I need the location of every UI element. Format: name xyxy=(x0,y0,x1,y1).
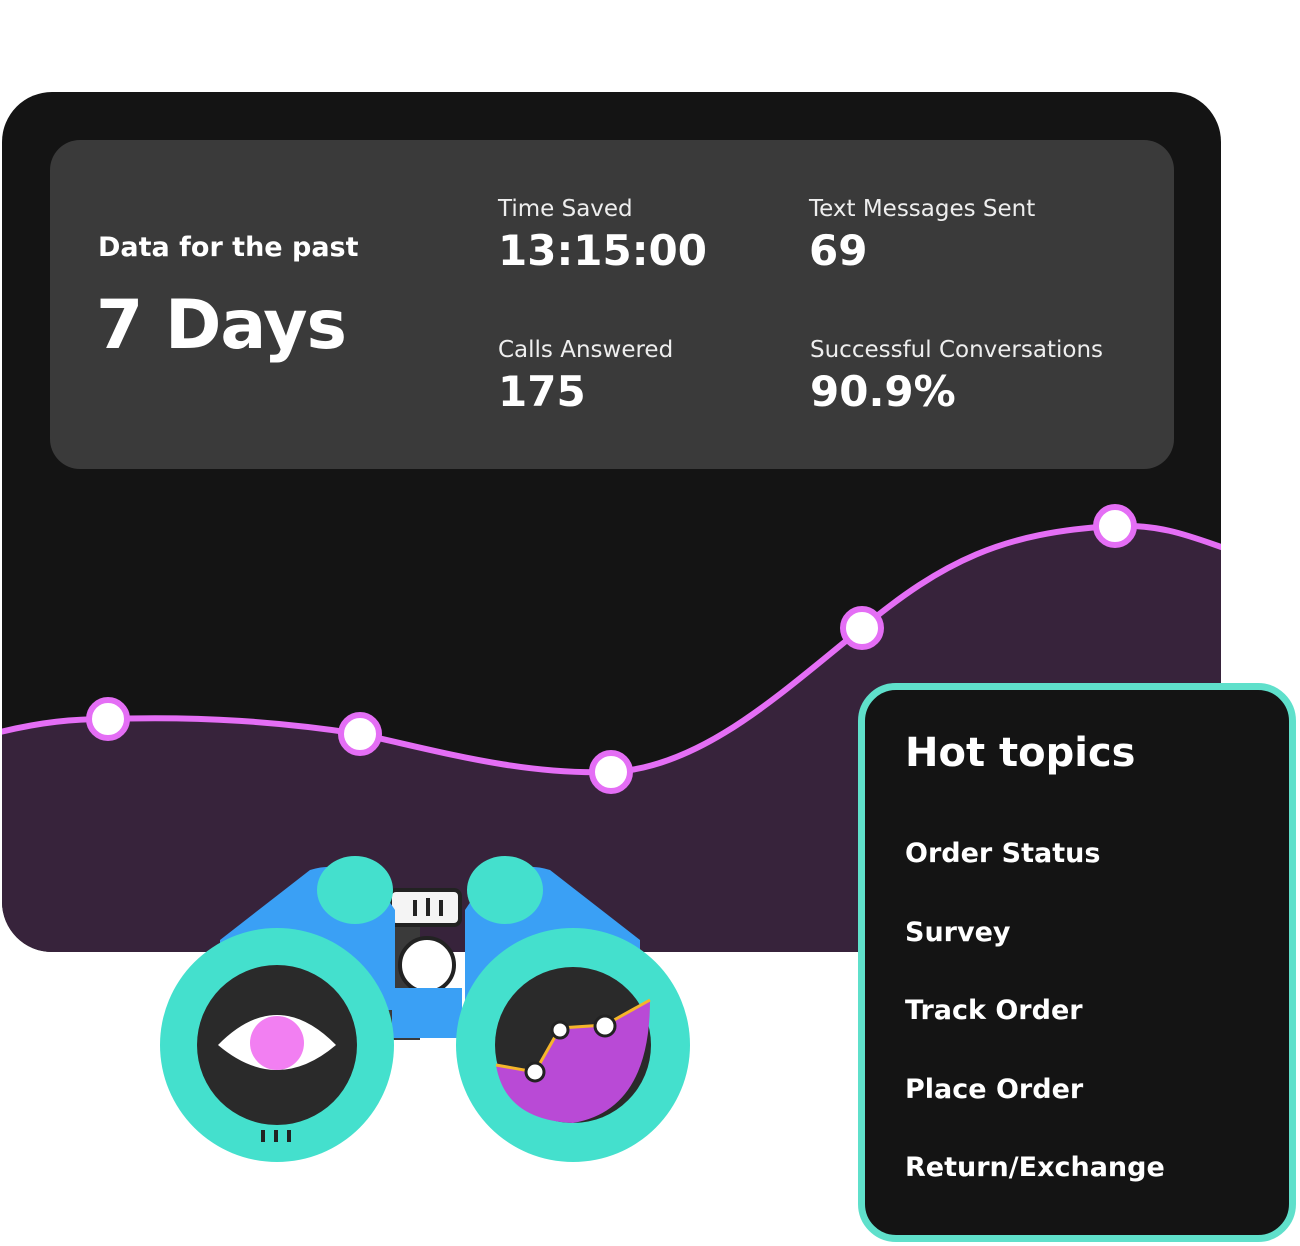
topic-item[interactable]: Return/Exchange xyxy=(905,1152,1165,1183)
hot-topics-panel: Hot topics Order Status Survey Track Ord… xyxy=(858,683,1296,1242)
hot-topics-title: Hot topics xyxy=(905,730,1136,776)
stat-value: 175 xyxy=(498,367,586,416)
topic-item[interactable]: Place Order xyxy=(905,1074,1084,1105)
trend-point xyxy=(589,750,633,794)
stat-time-saved: Time Saved 13:15:00 xyxy=(498,196,707,275)
stat-label: Calls Answered xyxy=(498,337,674,363)
stat-calls-answered: Calls Answered 175 xyxy=(498,337,673,416)
trend-point xyxy=(1093,504,1137,548)
topic-item[interactable]: Order Status xyxy=(905,838,1101,869)
trend-point xyxy=(840,606,884,650)
stat-texts-sent: Text Messages Sent 69 xyxy=(809,196,1035,275)
stats-panel: Data for the past 7 Days Time Saved 13:1… xyxy=(50,140,1174,469)
stat-label: Successful Conversations xyxy=(810,337,1104,363)
dashboard-card: Data for the past 7 Days Time Saved 13:1… xyxy=(2,92,1221,952)
topic-item[interactable]: Track Order xyxy=(905,995,1083,1026)
stat-label: Text Messages Sent xyxy=(809,196,1036,222)
period-label: Data for the past xyxy=(98,232,359,263)
period-value: 7 Days xyxy=(96,286,347,365)
stat-label: Time Saved xyxy=(498,196,633,222)
stat-value: 69 xyxy=(809,226,868,275)
trend-point xyxy=(86,697,130,741)
stat-successful-conversations: Successful Conversations 90.9% xyxy=(810,337,1103,416)
stat-value: 13:15:00 xyxy=(498,226,707,275)
binoculars-icon xyxy=(160,856,690,1162)
trend-point xyxy=(338,712,382,756)
stat-value: 90.9% xyxy=(810,367,956,416)
topic-item[interactable]: Survey xyxy=(905,917,1011,948)
